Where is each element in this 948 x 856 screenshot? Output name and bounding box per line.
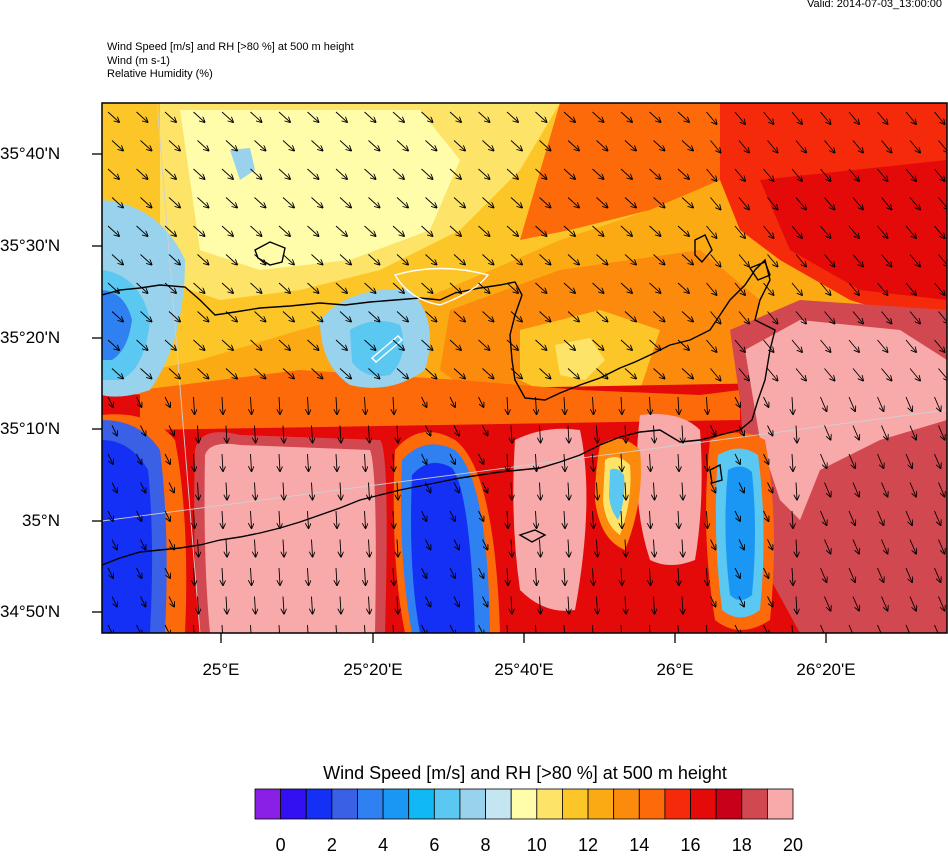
lat-label-3450: 34°50'N xyxy=(0,602,60,622)
colorbar-swatch xyxy=(255,789,281,819)
colorbar-label: 0 xyxy=(276,835,286,856)
colorbar-swatch xyxy=(281,789,307,819)
colorbar-swatch xyxy=(460,789,486,819)
colorbar-label: 4 xyxy=(378,835,388,856)
colorbar-swatch xyxy=(486,789,512,819)
colorbar-swatch xyxy=(665,789,691,819)
colorbar-swatch xyxy=(691,789,717,819)
lat-label-3500: 35°N xyxy=(22,511,60,531)
colorbar-swatch xyxy=(767,789,793,819)
colorbar-swatch xyxy=(742,789,768,819)
colorbar-title: Wind Speed [m/s] and RH [>80 %] at 500 m… xyxy=(323,763,727,784)
lon-label-2520: 25°20'E xyxy=(343,660,402,680)
colorbar-label: 2 xyxy=(327,835,337,856)
lat-label-3520: 35°20'N xyxy=(0,328,60,348)
colorbar-swatch xyxy=(383,789,409,819)
colorbar-swatch xyxy=(409,789,435,819)
lat-label-3510: 35°10'N xyxy=(0,419,60,439)
colorbar-swatch xyxy=(537,789,563,819)
lat-label-3530: 35°30'N xyxy=(0,236,60,256)
colorbar-swatch xyxy=(332,789,358,819)
colorbar-swatch xyxy=(562,789,588,819)
colorbar-label: 12 xyxy=(578,835,598,856)
colorbar-label: 6 xyxy=(429,835,439,856)
lon-label-2620: 26°20'E xyxy=(796,660,855,680)
colorbar xyxy=(255,789,793,819)
colorbar-label: 14 xyxy=(629,835,649,856)
lat-label-3540: 35°40'N xyxy=(0,144,60,164)
colorbar-swatch xyxy=(357,789,383,819)
colorbar-swatch xyxy=(614,789,640,819)
colorbar-label: 16 xyxy=(681,835,701,856)
lon-label-2500: 25°E xyxy=(202,660,239,680)
colorbar-label: 8 xyxy=(481,835,491,856)
colorbar-label: 18 xyxy=(732,835,752,856)
colorbar-label: 20 xyxy=(783,835,803,856)
colorbar-swatch xyxy=(588,789,614,819)
colorbar-swatch xyxy=(434,789,460,819)
map-field xyxy=(102,103,947,633)
colorbar-swatch xyxy=(306,789,332,819)
lon-label-2600: 26°E xyxy=(656,660,693,680)
colorbar-label: 10 xyxy=(527,835,547,856)
colorbar-swatch xyxy=(511,789,537,819)
colorbar-swatch xyxy=(639,789,665,819)
colorbar-swatch xyxy=(716,789,742,819)
lon-label-2540: 25°40'E xyxy=(494,660,553,680)
